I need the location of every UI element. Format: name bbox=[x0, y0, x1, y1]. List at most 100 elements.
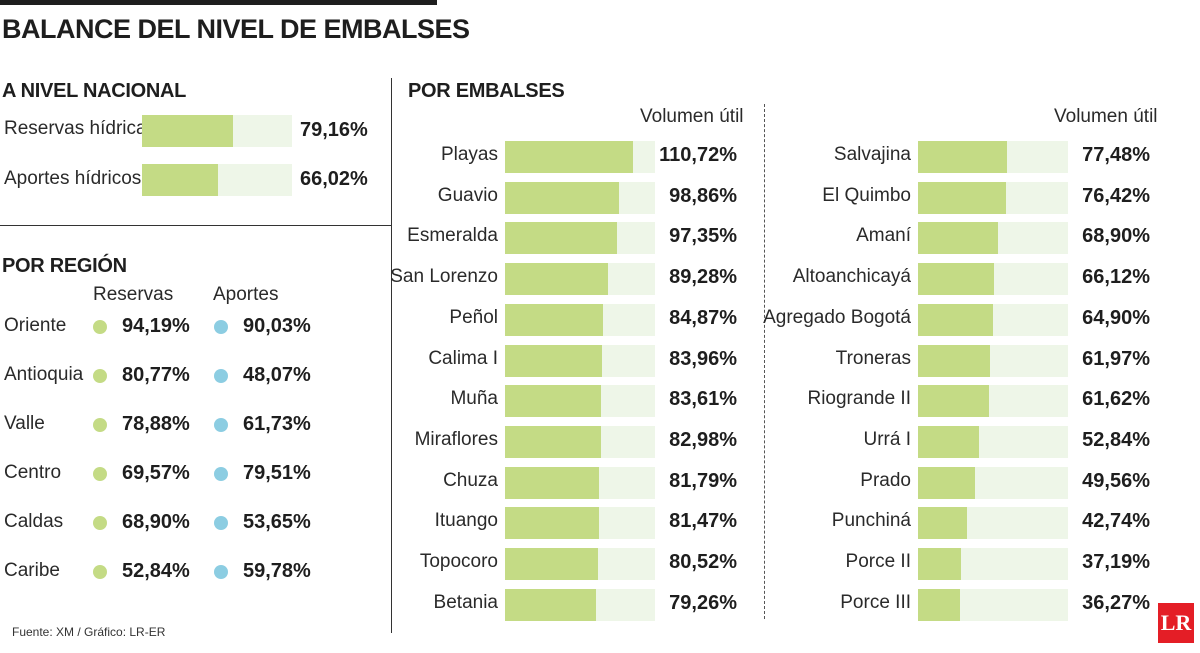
embalse-bar bbox=[918, 425, 979, 458]
embalse-label: Amaní bbox=[856, 225, 911, 247]
aportes-dot-icon bbox=[214, 320, 228, 334]
region-aportes-value: 59,78% bbox=[243, 560, 311, 582]
region-reservas-value: 94,19% bbox=[122, 315, 190, 337]
embalse-value-label: 36,27% bbox=[1082, 591, 1150, 614]
embalse-label: Esmeralda bbox=[407, 225, 498, 247]
embalse-bar bbox=[505, 344, 602, 377]
region-reservas-value: 52,84% bbox=[122, 560, 190, 582]
embalse-label: El Quimbo bbox=[822, 184, 911, 206]
embalse-label: Urrá I bbox=[863, 428, 912, 450]
national-bar-reservas bbox=[142, 115, 234, 147]
embalse-label: Peñol bbox=[449, 306, 498, 328]
embalse-label: Guavio bbox=[437, 184, 498, 206]
embalse-bar bbox=[505, 385, 602, 418]
embalse-value-label: 61,62% bbox=[1082, 388, 1150, 411]
reservas-dot-icon bbox=[93, 369, 107, 383]
national-value-reservas: 79,16% bbox=[300, 119, 368, 141]
embalse-bar bbox=[918, 588, 960, 621]
embalse-bar-track bbox=[505, 385, 655, 418]
embalse-label: Topocoro bbox=[419, 551, 498, 572]
embalse-bar-track bbox=[505, 507, 655, 540]
embalse-bar-track bbox=[918, 181, 1068, 214]
national-bar-aportes bbox=[142, 164, 219, 196]
embalse-bar bbox=[918, 181, 1007, 214]
embalse-value-label: 83,61% bbox=[669, 388, 737, 411]
embalse-value-label: 68,90% bbox=[1082, 225, 1150, 248]
embalse-bar bbox=[505, 263, 608, 296]
embalse-bar bbox=[918, 303, 993, 336]
lr-logo: LR bbox=[1158, 603, 1194, 643]
aportes-dot-icon bbox=[214, 418, 228, 432]
national-heading: A NIVEL NACIONAL bbox=[2, 80, 187, 102]
embalse-value-label: 52,84% bbox=[1082, 428, 1150, 451]
embalse-bar bbox=[918, 548, 961, 580]
embalse-label: Chuza bbox=[443, 469, 498, 491]
embalse-bar bbox=[918, 385, 990, 418]
reservas-dot-icon bbox=[93, 418, 107, 432]
embalse-label: Muña bbox=[450, 388, 498, 410]
embalse-bar-track bbox=[918, 303, 1068, 336]
region-aportes-value: 61,73% bbox=[243, 413, 311, 435]
embalse-bar-track bbox=[918, 263, 1068, 296]
embalse-value-label: 98,86% bbox=[669, 184, 737, 207]
region-reservas-value: 78,88% bbox=[122, 413, 190, 435]
embalse-value-label: 80,52% bbox=[669, 551, 737, 573]
region-aportes-value: 48,07% bbox=[243, 364, 311, 386]
embalse-label: Porce II bbox=[845, 551, 911, 572]
national-label-aportes: Aportes hídricos bbox=[4, 168, 142, 189]
embalse-bar-track bbox=[918, 344, 1068, 377]
embalses-heading: POR EMBALSES bbox=[408, 80, 565, 102]
embalse-bar-track bbox=[505, 181, 655, 214]
embalse-bar-track bbox=[505, 344, 655, 377]
embalse-bar bbox=[505, 141, 633, 173]
embalse-value-label: 49,56% bbox=[1082, 469, 1150, 492]
reservas-dot-icon bbox=[93, 565, 107, 579]
embalse-label: Ituango bbox=[434, 510, 498, 532]
embalse-value-label: 81,47% bbox=[669, 510, 737, 533]
embalse-value-label: 89,28% bbox=[669, 266, 737, 289]
embalse-bar-track bbox=[918, 141, 1068, 173]
region-aportes-value: 53,65% bbox=[243, 511, 311, 533]
embalse-value-label: 64,90% bbox=[1082, 306, 1150, 329]
embalse-bar-track bbox=[918, 588, 1068, 621]
embalse-value-label: 76,42% bbox=[1082, 184, 1150, 207]
embalse-bar bbox=[505, 507, 599, 540]
embalse-value-label: 79,26% bbox=[669, 591, 737, 614]
embalses-divider bbox=[764, 104, 765, 619]
embalse-bar bbox=[918, 263, 995, 296]
embalse-bar bbox=[918, 222, 998, 255]
embalse-bar bbox=[505, 425, 601, 458]
embalse-label: Miraflores bbox=[414, 428, 498, 450]
embalse-bar-track bbox=[918, 507, 1068, 540]
embalse-value-label: 42,74% bbox=[1082, 510, 1150, 533]
embalse-bar bbox=[505, 181, 620, 214]
national-bar-track-aportes bbox=[142, 164, 292, 196]
embalses-col-head-right: Volumen útil bbox=[1054, 106, 1158, 127]
embalse-bar bbox=[505, 466, 600, 499]
region-col-reservas: Reservas bbox=[93, 284, 174, 305]
region-aportes-value: 90,03% bbox=[243, 315, 311, 337]
aportes-dot-icon bbox=[214, 516, 228, 530]
embalse-label: Troneras bbox=[835, 347, 911, 369]
reservas-dot-icon bbox=[93, 467, 107, 481]
reservas-dot-icon bbox=[93, 320, 107, 334]
embalse-label: Riogrande II bbox=[807, 388, 911, 410]
embalse-label: Betania bbox=[433, 591, 498, 613]
region-reservas-value: 69,57% bbox=[122, 462, 190, 484]
embalse-bar-track bbox=[918, 222, 1068, 255]
embalse-value-label: 97,35% bbox=[669, 225, 737, 248]
region-name: Caribe bbox=[4, 560, 60, 581]
national-value-aportes: 66,02% bbox=[300, 168, 368, 190]
embalse-label: Salvajina bbox=[833, 144, 911, 165]
embalse-value-label: 37,19% bbox=[1082, 551, 1150, 573]
embalse-bar bbox=[918, 507, 968, 540]
embalse-bar-track bbox=[505, 141, 655, 173]
embalse-label: Calima I bbox=[428, 347, 498, 369]
embalse-label: Agregado Bogotá bbox=[763, 306, 911, 328]
source-note: Fuente: XM / Gráfico: LR-ER bbox=[12, 625, 166, 639]
embalse-bar-track bbox=[505, 588, 655, 621]
embalse-label: Porce III bbox=[840, 591, 911, 613]
region-name: Centro bbox=[4, 462, 62, 483]
embalse-value-label: 77,48% bbox=[1082, 144, 1150, 166]
embalse-bar bbox=[505, 548, 598, 580]
